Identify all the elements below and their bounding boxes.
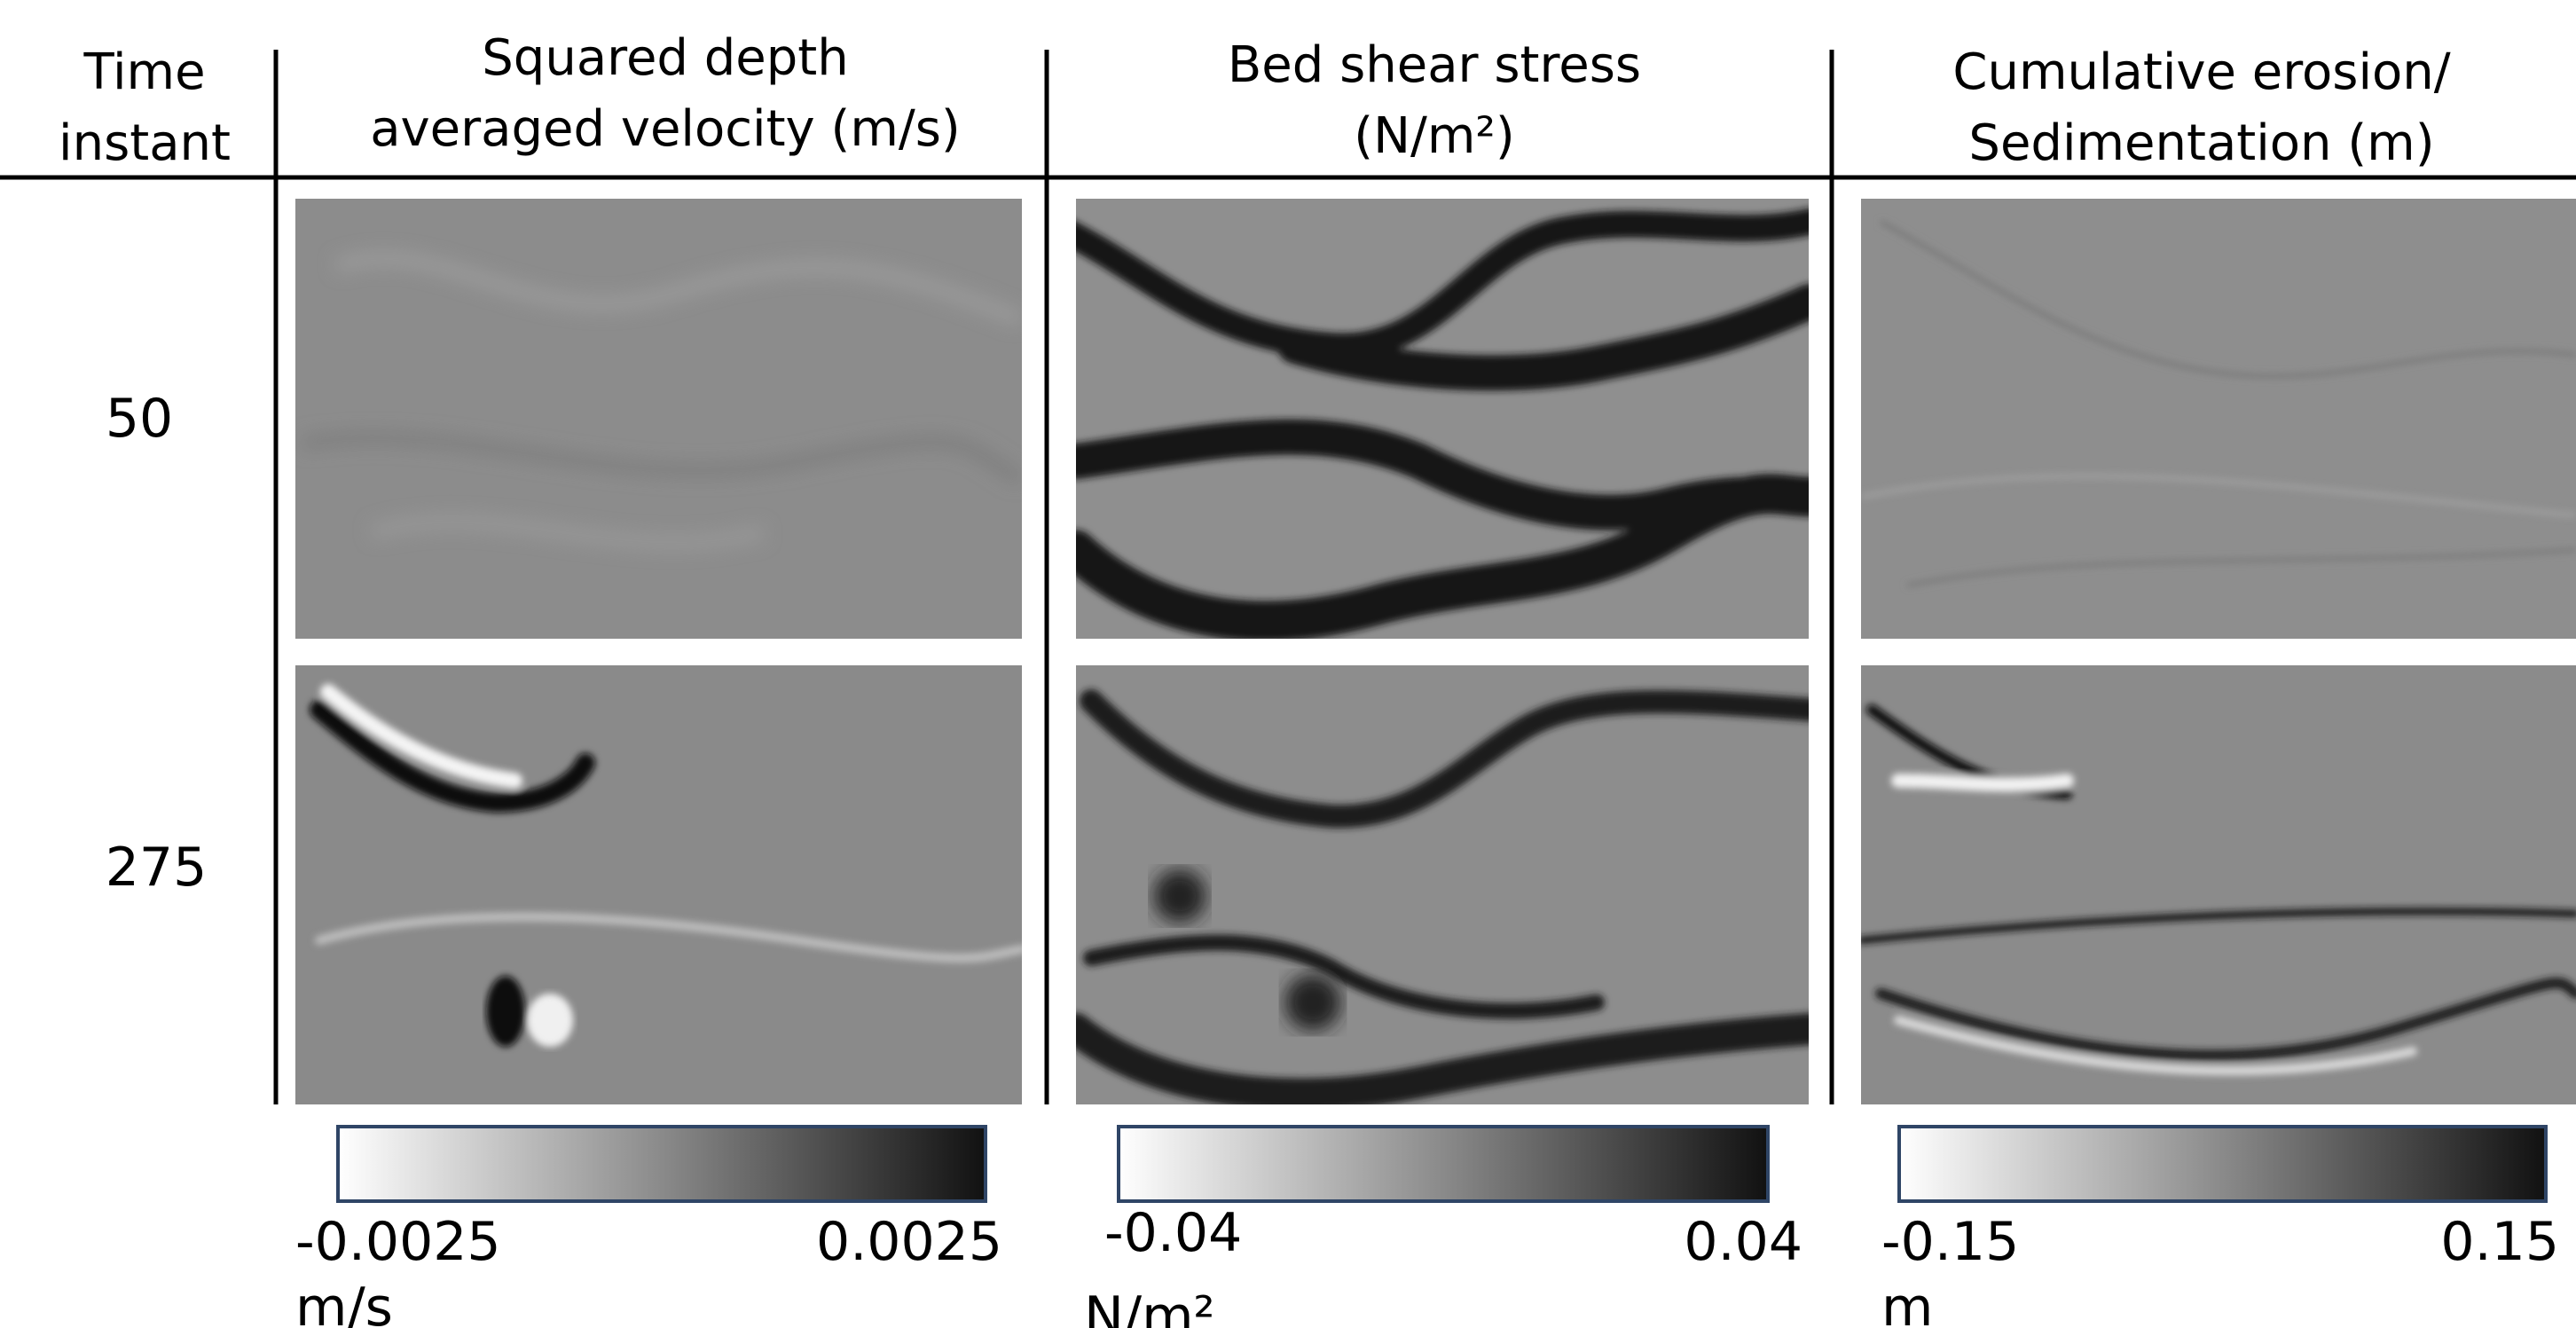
field-image — [1861, 665, 2576, 1104]
row-header: Time — [82, 43, 205, 101]
colorbar-min: -0.0025 — [295, 1211, 501, 1273]
colorbar-unit: N/m² — [1084, 1285, 1215, 1328]
field-image — [1076, 665, 1810, 1104]
colorbar-max: 0.04 — [1684, 1211, 1802, 1273]
row-header: instant — [59, 114, 231, 172]
colorbar-unit: m — [1881, 1277, 1933, 1328]
field-image — [1861, 199, 2576, 639]
row-label: 275 — [106, 837, 208, 899]
field-image — [1064, 199, 1810, 639]
colorbar-max: 0.0025 — [816, 1211, 1002, 1273]
column-header: (N/m²) — [1354, 107, 1514, 165]
column-header: Sedimentation (m) — [1968, 114, 2434, 172]
column-header: Squared depth — [482, 29, 849, 87]
row-label: 50 — [106, 388, 173, 450]
colorbar-min: -0.04 — [1104, 1202, 1242, 1264]
column-header: Cumulative erosion/ — [1952, 43, 2450, 101]
colorbar — [338, 1127, 2546, 1201]
figure: Time instant Squared depth averaged velo… — [0, 0, 2576, 1328]
colorbar-max: 0.15 — [2440, 1211, 2559, 1273]
colorbar-unit: m/s — [295, 1277, 393, 1328]
column-header: Bed shear stress — [1228, 36, 1641, 94]
field-image — [295, 665, 1022, 1104]
field-image — [295, 199, 1022, 639]
colorbar-min: -0.15 — [1881, 1211, 2019, 1273]
column-header: averaged velocity (m/s) — [370, 100, 961, 158]
